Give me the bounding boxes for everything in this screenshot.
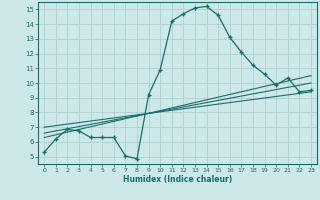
- X-axis label: Humidex (Indice chaleur): Humidex (Indice chaleur): [123, 175, 232, 184]
